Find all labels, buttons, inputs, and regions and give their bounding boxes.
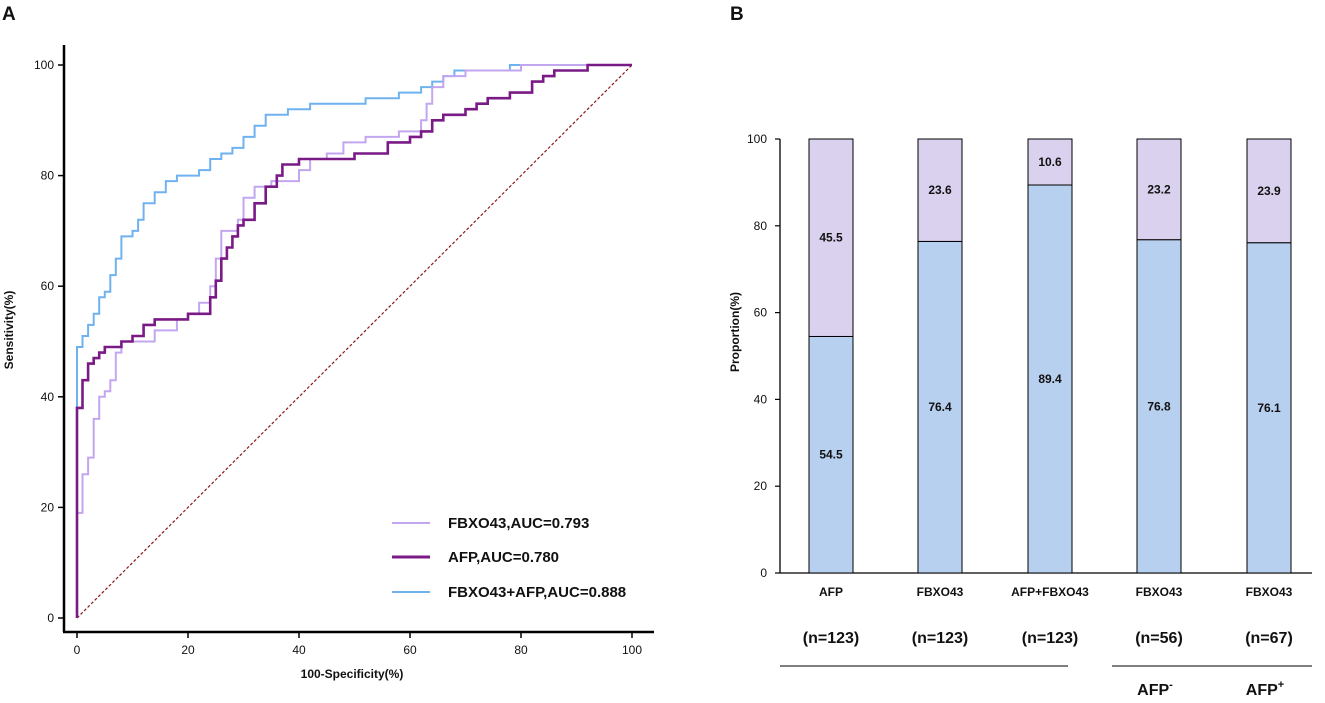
bar-y-tick-label: 0 bbox=[760, 566, 767, 580]
bar-lower-1 bbox=[917, 240, 963, 574]
bar-category-2: AFP+FBXO43 bbox=[1011, 585, 1089, 599]
bar-y-tick-label: 80 bbox=[754, 219, 768, 233]
panel-b-letter: B bbox=[730, 4, 744, 25]
bar-n-label-4: (n=67) bbox=[1245, 630, 1293, 647]
bar-lower-label-3: 76.8 bbox=[1147, 399, 1171, 413]
bar-upper-label-1: 23.6 bbox=[928, 183, 952, 197]
bar-lower-0 bbox=[808, 335, 854, 574]
bar-series: 54.5 45.5 76.4 23.6 89.4 10.6 76.8 23.2 76.1 23.9 bbox=[808, 138, 1292, 574]
group-label-sup-0: - bbox=[1169, 679, 1173, 691]
roc-x-tick-label: 20 bbox=[181, 643, 195, 657]
group-label-0: AFP- bbox=[1137, 679, 1173, 699]
bar-upper-label-0: 45.5 bbox=[819, 231, 843, 245]
group-label-1: AFP+ bbox=[1246, 679, 1284, 699]
bar-n-label-1: (n=123) bbox=[912, 630, 968, 647]
roc-x-tick-label: 80 bbox=[514, 643, 528, 657]
bar-lower-2 bbox=[1027, 184, 1073, 574]
roc-legend: FBXO43,AUC=0.793 AFP,AUC=0.780 FBXO43+AFP,… bbox=[392, 515, 626, 601]
bar-category-0: AFP bbox=[819, 585, 843, 599]
bar-y-axis-title: Proportion(%) bbox=[728, 292, 742, 372]
roc-curve-1 bbox=[75, 63, 632, 618]
bar-category-3: FBXO43 bbox=[1136, 585, 1183, 599]
bar-upper-3 bbox=[1136, 138, 1182, 241]
roc-x-tick-label: 40 bbox=[292, 643, 306, 657]
roc-y-tick-label: 20 bbox=[41, 500, 55, 514]
bar-y-tick-label: 100 bbox=[747, 132, 767, 146]
roc-y-axis-title: Sensitivity(%) bbox=[2, 291, 16, 370]
roc-y-tick-label: 40 bbox=[41, 390, 55, 404]
bar-n-label-2: (n=123) bbox=[1022, 630, 1078, 647]
bar-category-4: FBXO43 bbox=[1246, 585, 1293, 599]
roc-y-tick-label: 60 bbox=[41, 279, 55, 293]
bar-lower-label-2: 89.4 bbox=[1038, 372, 1062, 386]
roc-y-tick-label: 0 bbox=[47, 611, 54, 625]
bar-upper-4 bbox=[1246, 138, 1292, 244]
roc-x-tick-label: 0 bbox=[74, 643, 81, 657]
bar-y-tick-label: 40 bbox=[754, 392, 768, 406]
bar-upper-label-4: 23.9 bbox=[1257, 184, 1281, 198]
bar-category-labels: AFP (n=123) FBXO43 (n=123) AFP+FBXO43 (n=123)… bbox=[803, 585, 1293, 647]
roc-y-tick-label: 100 bbox=[34, 58, 54, 72]
legend-label-0: FBXO43,AUC=0.793 bbox=[448, 515, 589, 532]
bar-group-labels: AFP- AFP+ bbox=[780, 665, 1312, 699]
roc-chart: 0 20 40 60 80 100 0 20 40 60 80 100 FBXO43,AUC=0.79… bbox=[2, 45, 654, 681]
reference-diagonal bbox=[76, 64, 633, 619]
roc-x-tick-label: 100 bbox=[622, 643, 642, 657]
bar-upper-1 bbox=[917, 138, 963, 242]
panel-a-letter: A bbox=[2, 4, 16, 25]
bar-upper-label-2: 10.6 bbox=[1038, 155, 1062, 169]
bar-lower-4 bbox=[1246, 242, 1292, 574]
roc-x-axis-title: 100-Specificity(%) bbox=[301, 667, 404, 681]
roc-curve-2 bbox=[76, 64, 632, 618]
bar-n-label-0: (n=123) bbox=[803, 630, 859, 647]
legend-label-1: AFP,AUC=0.780 bbox=[448, 549, 559, 566]
bar-lower-label-0: 54.5 bbox=[819, 448, 843, 462]
roc-curves bbox=[75, 63, 632, 618]
group-label-sup-1: + bbox=[1278, 679, 1284, 691]
bar-upper-2 bbox=[1027, 138, 1073, 186]
bar-y-tick-label: 60 bbox=[754, 306, 768, 320]
legend-label-2: FBXO43+AFP,AUC=0.888 bbox=[448, 584, 626, 601]
roc-y-tick-label: 80 bbox=[41, 169, 55, 183]
roc-x-tick-label: 60 bbox=[403, 643, 417, 657]
reference-line bbox=[76, 64, 633, 619]
bar-category-1: FBXO43 bbox=[917, 585, 964, 599]
proportion-chart: 0 20 40 60 80 100 54.5 45.5 76.4 23.6 89.4 10.6 76.… bbox=[728, 132, 1312, 699]
bar-lower-3 bbox=[1136, 239, 1182, 574]
bar-upper-0 bbox=[808, 138, 854, 337]
roc-axes: 0 20 40 60 80 100 0 20 40 60 80 100 bbox=[34, 45, 654, 657]
bar-y-tick-label: 20 bbox=[754, 479, 768, 493]
bar-upper-label-3: 23.2 bbox=[1147, 182, 1171, 196]
bar-lower-label-1: 76.4 bbox=[928, 400, 952, 414]
bar-lower-label-4: 76.1 bbox=[1257, 401, 1281, 415]
bar-n-label-3: (n=56) bbox=[1135, 630, 1183, 647]
